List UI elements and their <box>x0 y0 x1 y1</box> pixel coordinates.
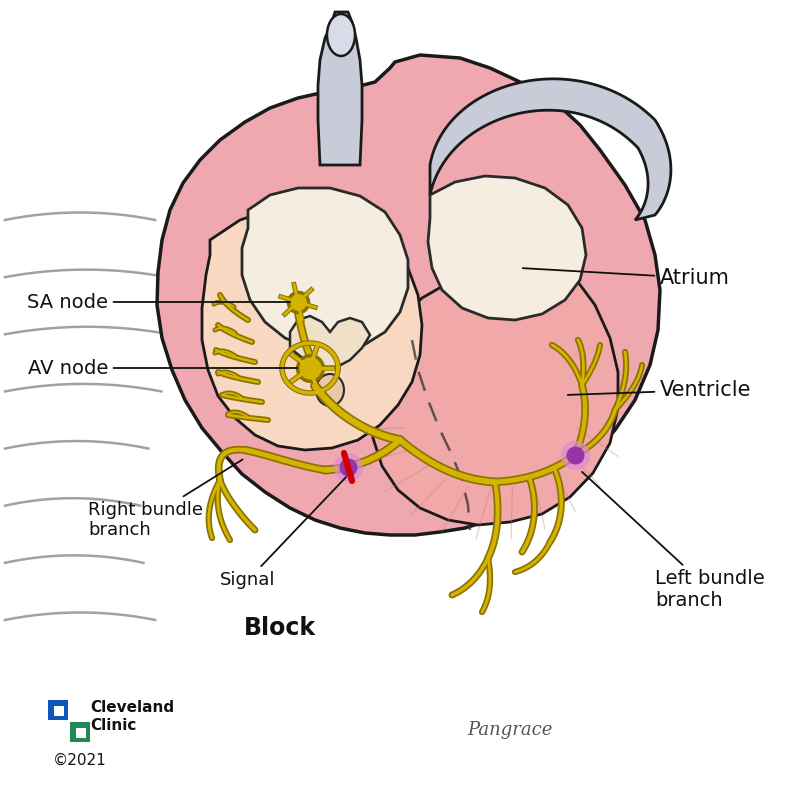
Text: Right bundle
branch: Right bundle branch <box>88 459 242 539</box>
Polygon shape <box>242 188 408 350</box>
Text: Pangrace: Pangrace <box>467 721 553 739</box>
Bar <box>70 722 90 742</box>
Polygon shape <box>430 79 671 220</box>
Text: ©2021: ©2021 <box>53 753 106 767</box>
Text: Clinic: Clinic <box>90 718 136 734</box>
Bar <box>54 706 64 716</box>
Text: Block: Block <box>244 616 316 640</box>
Text: Signal: Signal <box>220 477 346 589</box>
Ellipse shape <box>316 374 344 406</box>
Ellipse shape <box>327 14 355 56</box>
Text: Ventricle: Ventricle <box>568 380 751 400</box>
Polygon shape <box>290 316 370 368</box>
Bar <box>48 700 68 720</box>
Text: Atrium: Atrium <box>522 268 730 288</box>
Text: AV node: AV node <box>28 358 298 378</box>
Polygon shape <box>157 55 660 535</box>
Polygon shape <box>202 208 422 450</box>
Text: Left bundle
branch: Left bundle branch <box>582 472 765 610</box>
Polygon shape <box>428 176 586 320</box>
Polygon shape <box>370 240 618 525</box>
Text: SA node: SA node <box>27 293 290 311</box>
Polygon shape <box>318 12 362 165</box>
Bar <box>76 728 86 738</box>
Text: Cleveland: Cleveland <box>90 701 174 715</box>
